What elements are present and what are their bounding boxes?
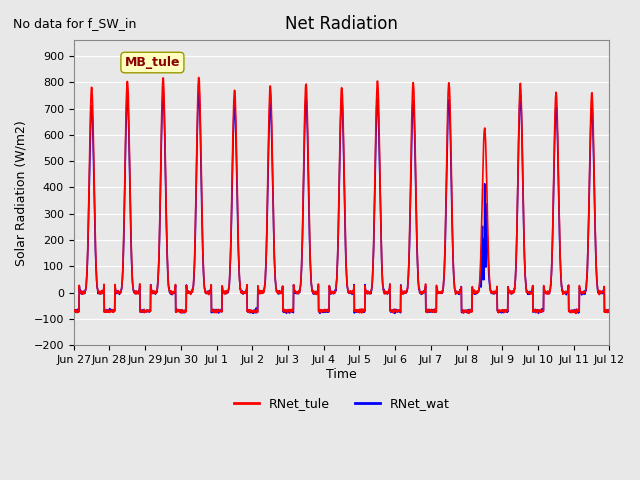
Title: Net Radiation: Net Radiation <box>285 15 398 33</box>
Legend: RNet_tule, RNet_wat: RNet_tule, RNet_wat <box>228 392 454 415</box>
Y-axis label: Solar Radiation (W/m2): Solar Radiation (W/m2) <box>15 120 28 265</box>
X-axis label: Time: Time <box>326 368 357 381</box>
Text: No data for f_SW_in: No data for f_SW_in <box>13 17 136 30</box>
Text: MB_tule: MB_tule <box>125 56 180 69</box>
